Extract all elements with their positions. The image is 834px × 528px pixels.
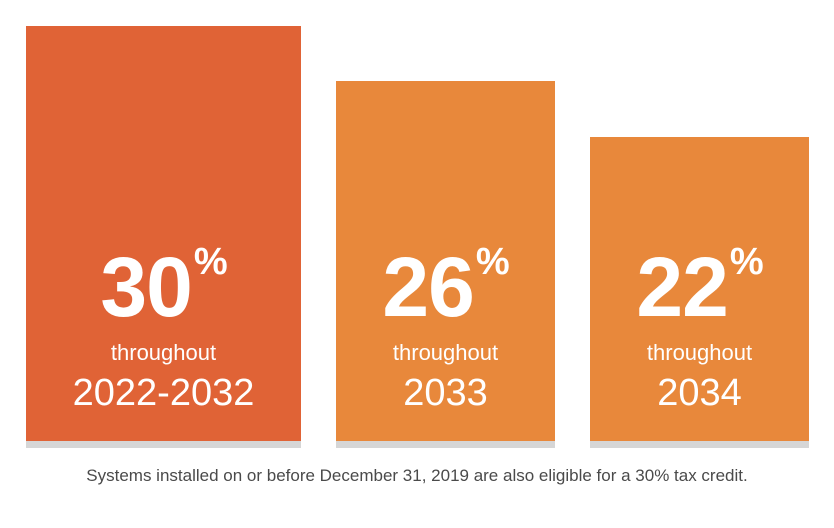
percent-sign: %	[475, 241, 510, 283]
bar-value-number: 30	[100, 240, 192, 334]
bar-prefix-label: throughout	[110, 340, 217, 365]
bar-category-label: 2033	[403, 372, 488, 414]
bar-value-label: 22%	[590, 243, 809, 329]
bar-value-number: 22	[636, 240, 728, 334]
bar-value-number: 26	[382, 240, 474, 334]
bar-value-label: 30%	[26, 243, 301, 329]
bar-base-shadow	[26, 441, 301, 448]
bar-category-label: 2034	[657, 372, 742, 414]
bar-prefix-label: throughout	[646, 340, 753, 365]
bar-value-label: 26%	[336, 243, 555, 329]
bar-2022-2032: 30% throughout 2022-2032	[26, 26, 301, 441]
percent-sign: %	[193, 241, 228, 283]
footnote: Systems installed on or before December …	[86, 466, 748, 485]
percent-sign: %	[729, 241, 764, 283]
bar-category-label: 2022-2032	[72, 372, 255, 414]
bar-base-shadow	[336, 441, 555, 448]
bar-prefix-label: throughout	[392, 340, 499, 365]
bar-2034: 22% throughout 2034	[590, 137, 809, 441]
bar-base-shadow	[590, 441, 809, 448]
bar-2033: 26% throughout 2033	[336, 81, 555, 441]
